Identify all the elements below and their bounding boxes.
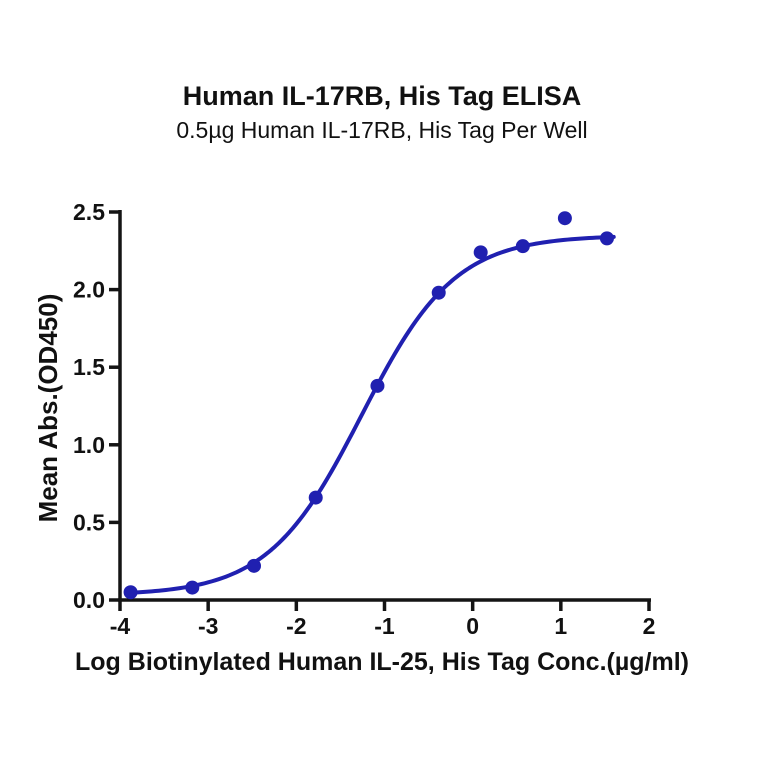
data-point [308,490,323,505]
chart-title: Human IL-17RB, His Tag ELISA [182,81,582,111]
x-tick-label: -1 [374,613,395,639]
y-tick-label: 1.5 [73,354,105,380]
data-point [599,231,614,246]
y-tick-label: 0.0 [73,587,105,613]
y-tick-label: 2.0 [73,277,105,303]
fit-curve [125,234,616,595]
data-point [123,585,138,600]
x-tick-label: 1 [554,613,567,639]
data-point [557,211,572,226]
x-tick-label: -3 [198,613,218,639]
x-tick-label: 2 [643,613,656,639]
data-point [473,245,488,260]
y-tick-label: 1.0 [73,432,105,458]
data-point [247,558,262,573]
data-point [515,239,530,254]
chart-subtitle: 0.5µg Human IL-17RB, His Tag Per Well [176,117,588,143]
x-tick-label: -4 [110,613,131,639]
x-tick-label: 0 [466,613,479,639]
y-tick-label: 2.5 [73,199,105,225]
data-point [431,285,446,300]
data-point [370,378,385,393]
x-axis-label: Log Biotinylated Human IL-25, His Tag Co… [75,648,689,676]
y-tick-label: 0.5 [73,509,105,535]
data-point [185,580,200,595]
x-tick-label: -2 [286,613,306,639]
